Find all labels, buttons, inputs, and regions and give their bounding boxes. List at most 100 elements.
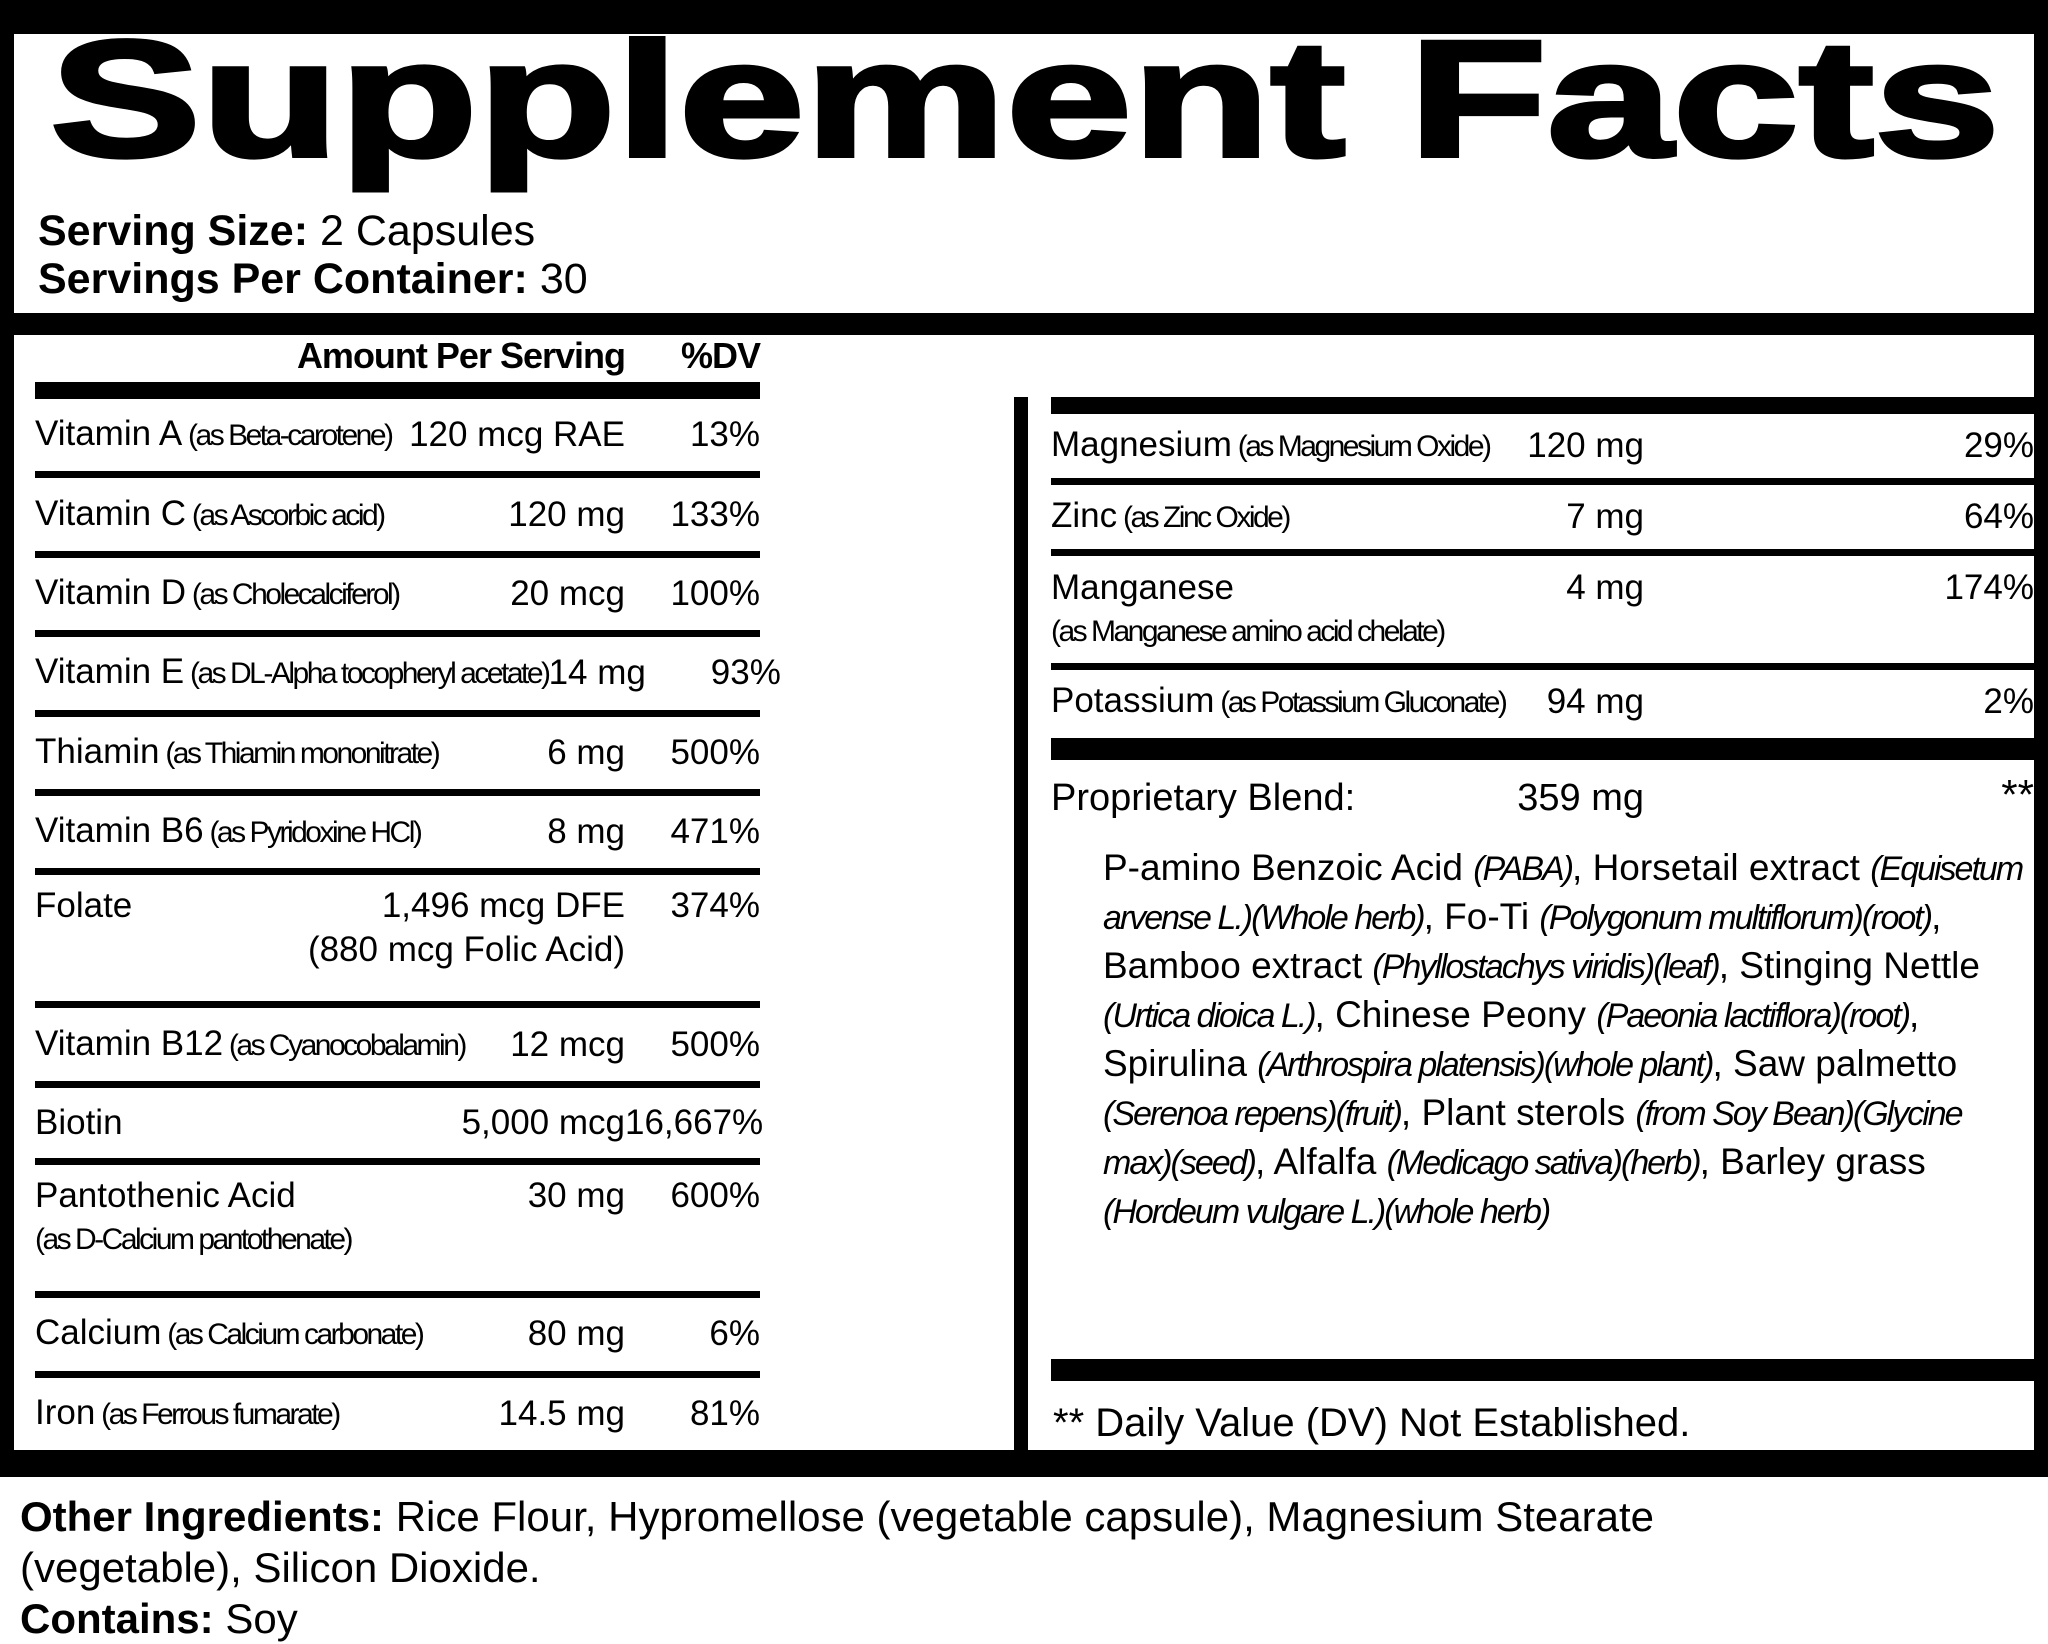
other-ingredients-label: Other Ingredients:	[20, 1493, 385, 1540]
nutrient-name-text: Iron	[35, 1392, 96, 1432]
nutrient-form-text: (as Thiamin mononitrate)	[159, 736, 440, 770]
nutrient-form-text: (as Pyridoxine HCl)	[203, 816, 422, 850]
nutrient-amount: 120 mg	[508, 493, 625, 537]
amount-line-1: 12 mcg	[510, 1024, 625, 1064]
nutrient-form-text: (as DL-Alpha tocopheryl acetate)	[184, 657, 551, 691]
blend-ingredient-name: , Alfalfa	[1254, 1141, 1387, 1182]
nutrient-name-text: Manganese	[1051, 568, 1234, 607]
nutrient-form-text: (as Magnesium Oxide)	[1231, 430, 1492, 463]
amount-per-serving-header: Amount Per Serving	[296, 335, 626, 376]
nutrient-form-text: (as Manganese amino acid chelate)	[1051, 615, 1446, 648]
amount-line-1: 14 mg	[548, 653, 646, 693]
nutrient-row: Vitamin D (as Cholecalciferol) 20 mcg 100%	[35, 558, 760, 638]
blend-ingredient-name: , Chinese Peony	[1314, 994, 1597, 1035]
nutrient-name-text: Vitamin B6	[35, 811, 204, 851]
nutrient-name: Vitamin B12 (as Cyanocobalamin)	[35, 1022, 467, 1068]
amount-line-1: 6 mg	[547, 732, 625, 772]
nutrient-row: Potassium (as Potassium Gluconate) 94 mg 2…	[1051, 670, 2034, 734]
nutrient-dv: 100%	[670, 573, 760, 613]
nutrient-dv: 81%	[689, 1393, 760, 1433]
blend-latin-name: (Polygonum multiflorum)(root)	[1539, 899, 1933, 937]
column-divider	[1014, 397, 1028, 1450]
nutrient-row: Iron (as Ferrous fumarate) 14.5 mg 81%	[35, 1378, 760, 1450]
nutrient-dv: 471%	[670, 812, 760, 852]
serving-size-line: Serving Size: 2 Capsules	[38, 207, 2034, 255]
blend-ingredient-name: , Stinging Nettle	[1718, 945, 1980, 986]
nutrient-row: Vitamin C (as Ascorbic acid) 120 mg 133%	[35, 478, 760, 558]
nutrient-dv: 29%	[1963, 426, 2034, 465]
contains-value: Soy	[213, 1595, 298, 1642]
nutrient-row: Pantothenic Acid (as D-Calcium pantothena…	[35, 1165, 760, 1299]
footer-text: Other Ingredients: Rice Flour, Hypromell…	[20, 1491, 1880, 1644]
nutrient-form-text: (as Zinc Oxide)	[1117, 501, 1291, 534]
blend-ingredients: P-amino Benzoic Acid (PABA), Horsetail e…	[1103, 844, 2026, 1355]
amount-line-1: 1,496 mcg DFE	[381, 886, 625, 926]
blend-ingredient-name: , Barley grass	[1699, 1141, 1926, 1182]
nutrient-row: Calcium (as Calcium carbonate) 80 mg 6%	[35, 1298, 760, 1378]
nutrient-name: Manganese (as Manganese amino acid chelat…	[1051, 566, 1446, 654]
blend-latin-name: (Arthrospira platensis)(whole plant)	[1257, 1046, 1714, 1084]
nutrient-amount: 12 mcg	[510, 1023, 625, 1067]
nutrient-row: Vitamin A (as Beta-carotene) 120 mcg RAE 1…	[35, 399, 760, 479]
nutrient-dv: 600%	[670, 1176, 760, 1216]
nutrient-name: Folate	[35, 884, 132, 928]
amount-line-1: 8 mg	[547, 812, 625, 852]
amount-line-1: 20 mcg	[510, 573, 625, 613]
supplement-facts-panel: Supplement Facts Serving Size: 2 Capsule…	[0, 0, 2048, 1477]
title-svg: Supplement Facts	[48, 34, 2002, 194]
nutrient-amount: 5,000 mcg	[462, 1101, 625, 1145]
nutrient-row: Manganese (as Manganese amino acid chelat…	[1051, 556, 2034, 670]
nutrient-dv: 6%	[709, 1314, 760, 1354]
nutrient-name: Vitamin E (as DL-Alpha tocopheryl acetat…	[35, 650, 551, 696]
nutrient-dv: 174%	[1944, 568, 2034, 607]
blend-latin-name: (Hordeum vulgare L.)(whole herb)	[1103, 1193, 1551, 1231]
blend-ingredient-name: P-amino Benzoic Acid	[1103, 847, 1474, 888]
nutrient-form-text: (as Cyanocobalamin)	[223, 1028, 467, 1062]
amount-line-1: 120 mg	[508, 494, 625, 534]
nutrient-dv: 64%	[1963, 497, 2034, 536]
nutrient-name: Biotin	[35, 1101, 123, 1145]
blend-latin-name: (Serenoa repens)(fruit)	[1103, 1095, 1403, 1133]
nutrient-row: Zinc (as Zinc Oxide) 7 mg 64%	[1051, 485, 2034, 556]
nutrient-name-text: Vitamin B12	[35, 1023, 224, 1063]
blend-ingredient-name: , Spirulina	[1103, 994, 1920, 1084]
right-column-top-bar	[1051, 397, 2034, 414]
blend-name: Proprietary Blend:	[1051, 777, 1356, 819]
blend-latin-name: (Medicago sativa)(herb)	[1386, 1144, 1702, 1182]
nutrient-form-text: (as Ascorbic acid)	[186, 498, 386, 532]
contains-label: Contains:	[20, 1595, 214, 1642]
nutrient-name: Vitamin C (as Ascorbic acid)	[35, 492, 386, 538]
nutrient-name-text: Vitamin C	[35, 493, 187, 533]
nutrient-name: Potassium (as Potassium Gluconate)	[1051, 679, 1508, 725]
nutrient-name: Vitamin A (as Beta-carotene)	[35, 412, 394, 458]
nutrient-amount: 94 mg	[1547, 680, 1644, 724]
nutrient-form-text: (as Beta-carotene)	[182, 419, 394, 453]
panel-title: Supplement Facts	[48, 34, 2034, 199]
blend-latin-name: (Phyllostachys viridis)(leaf)	[1372, 948, 1720, 986]
servings-per-container-label: Servings Per Container:	[38, 255, 528, 303]
nutrient-row: Vitamin E (as DL-Alpha tocopheryl acetat…	[35, 637, 781, 717]
nutrient-row: Vitamin B6 (as Pyridoxine HCl) 8 mg 471%	[35, 796, 760, 876]
nutrient-form-text: (as D-Calcium pantothenate)	[35, 1223, 354, 1257]
nutrient-name-text: Biotin	[35, 1102, 123, 1142]
amount-line-1: 5,000 mcg	[461, 1102, 625, 1142]
blend-ingredient-name: , Fo-Ti	[1423, 896, 1540, 937]
serving-size-value: 2 Capsules	[308, 207, 536, 255]
nutrient-form-text: (as Calcium carbonate)	[161, 1318, 425, 1352]
nutrient-name: Zinc (as Zinc Oxide)	[1051, 494, 1291, 540]
header-underline-bar	[35, 382, 760, 399]
blend-ingredient-name: , Plant sterols	[1400, 1092, 1636, 1133]
nutrient-amount: 120 mg	[1527, 424, 1644, 468]
nutrient-row: Folate 1,496 mcg DFE (880 mcg Folic Acid) 3…	[35, 875, 760, 1009]
left-rows: Vitamin A (as Beta-carotene) 120 mcg RAE 1…	[35, 399, 781, 1450]
amount-line-1: 4 mg	[1566, 568, 1644, 607]
right-rows: Magnesium (as Magnesium Oxide) 120 mg 29% Z…	[1051, 414, 2034, 734]
amount-line-1: 120 mcg RAE	[409, 415, 625, 455]
nutrient-dv: 500%	[670, 732, 760, 772]
nutrient-dv: 2%	[1983, 682, 2034, 721]
nutrient-name-text: Magnesium	[1051, 425, 1232, 464]
amount-line-1: 14.5 mg	[498, 1393, 625, 1433]
nutrient-dv: 500%	[670, 1024, 760, 1064]
title-text: Supplement Facts	[50, 36, 2000, 192]
servings-per-container-value: 30	[527, 255, 588, 303]
